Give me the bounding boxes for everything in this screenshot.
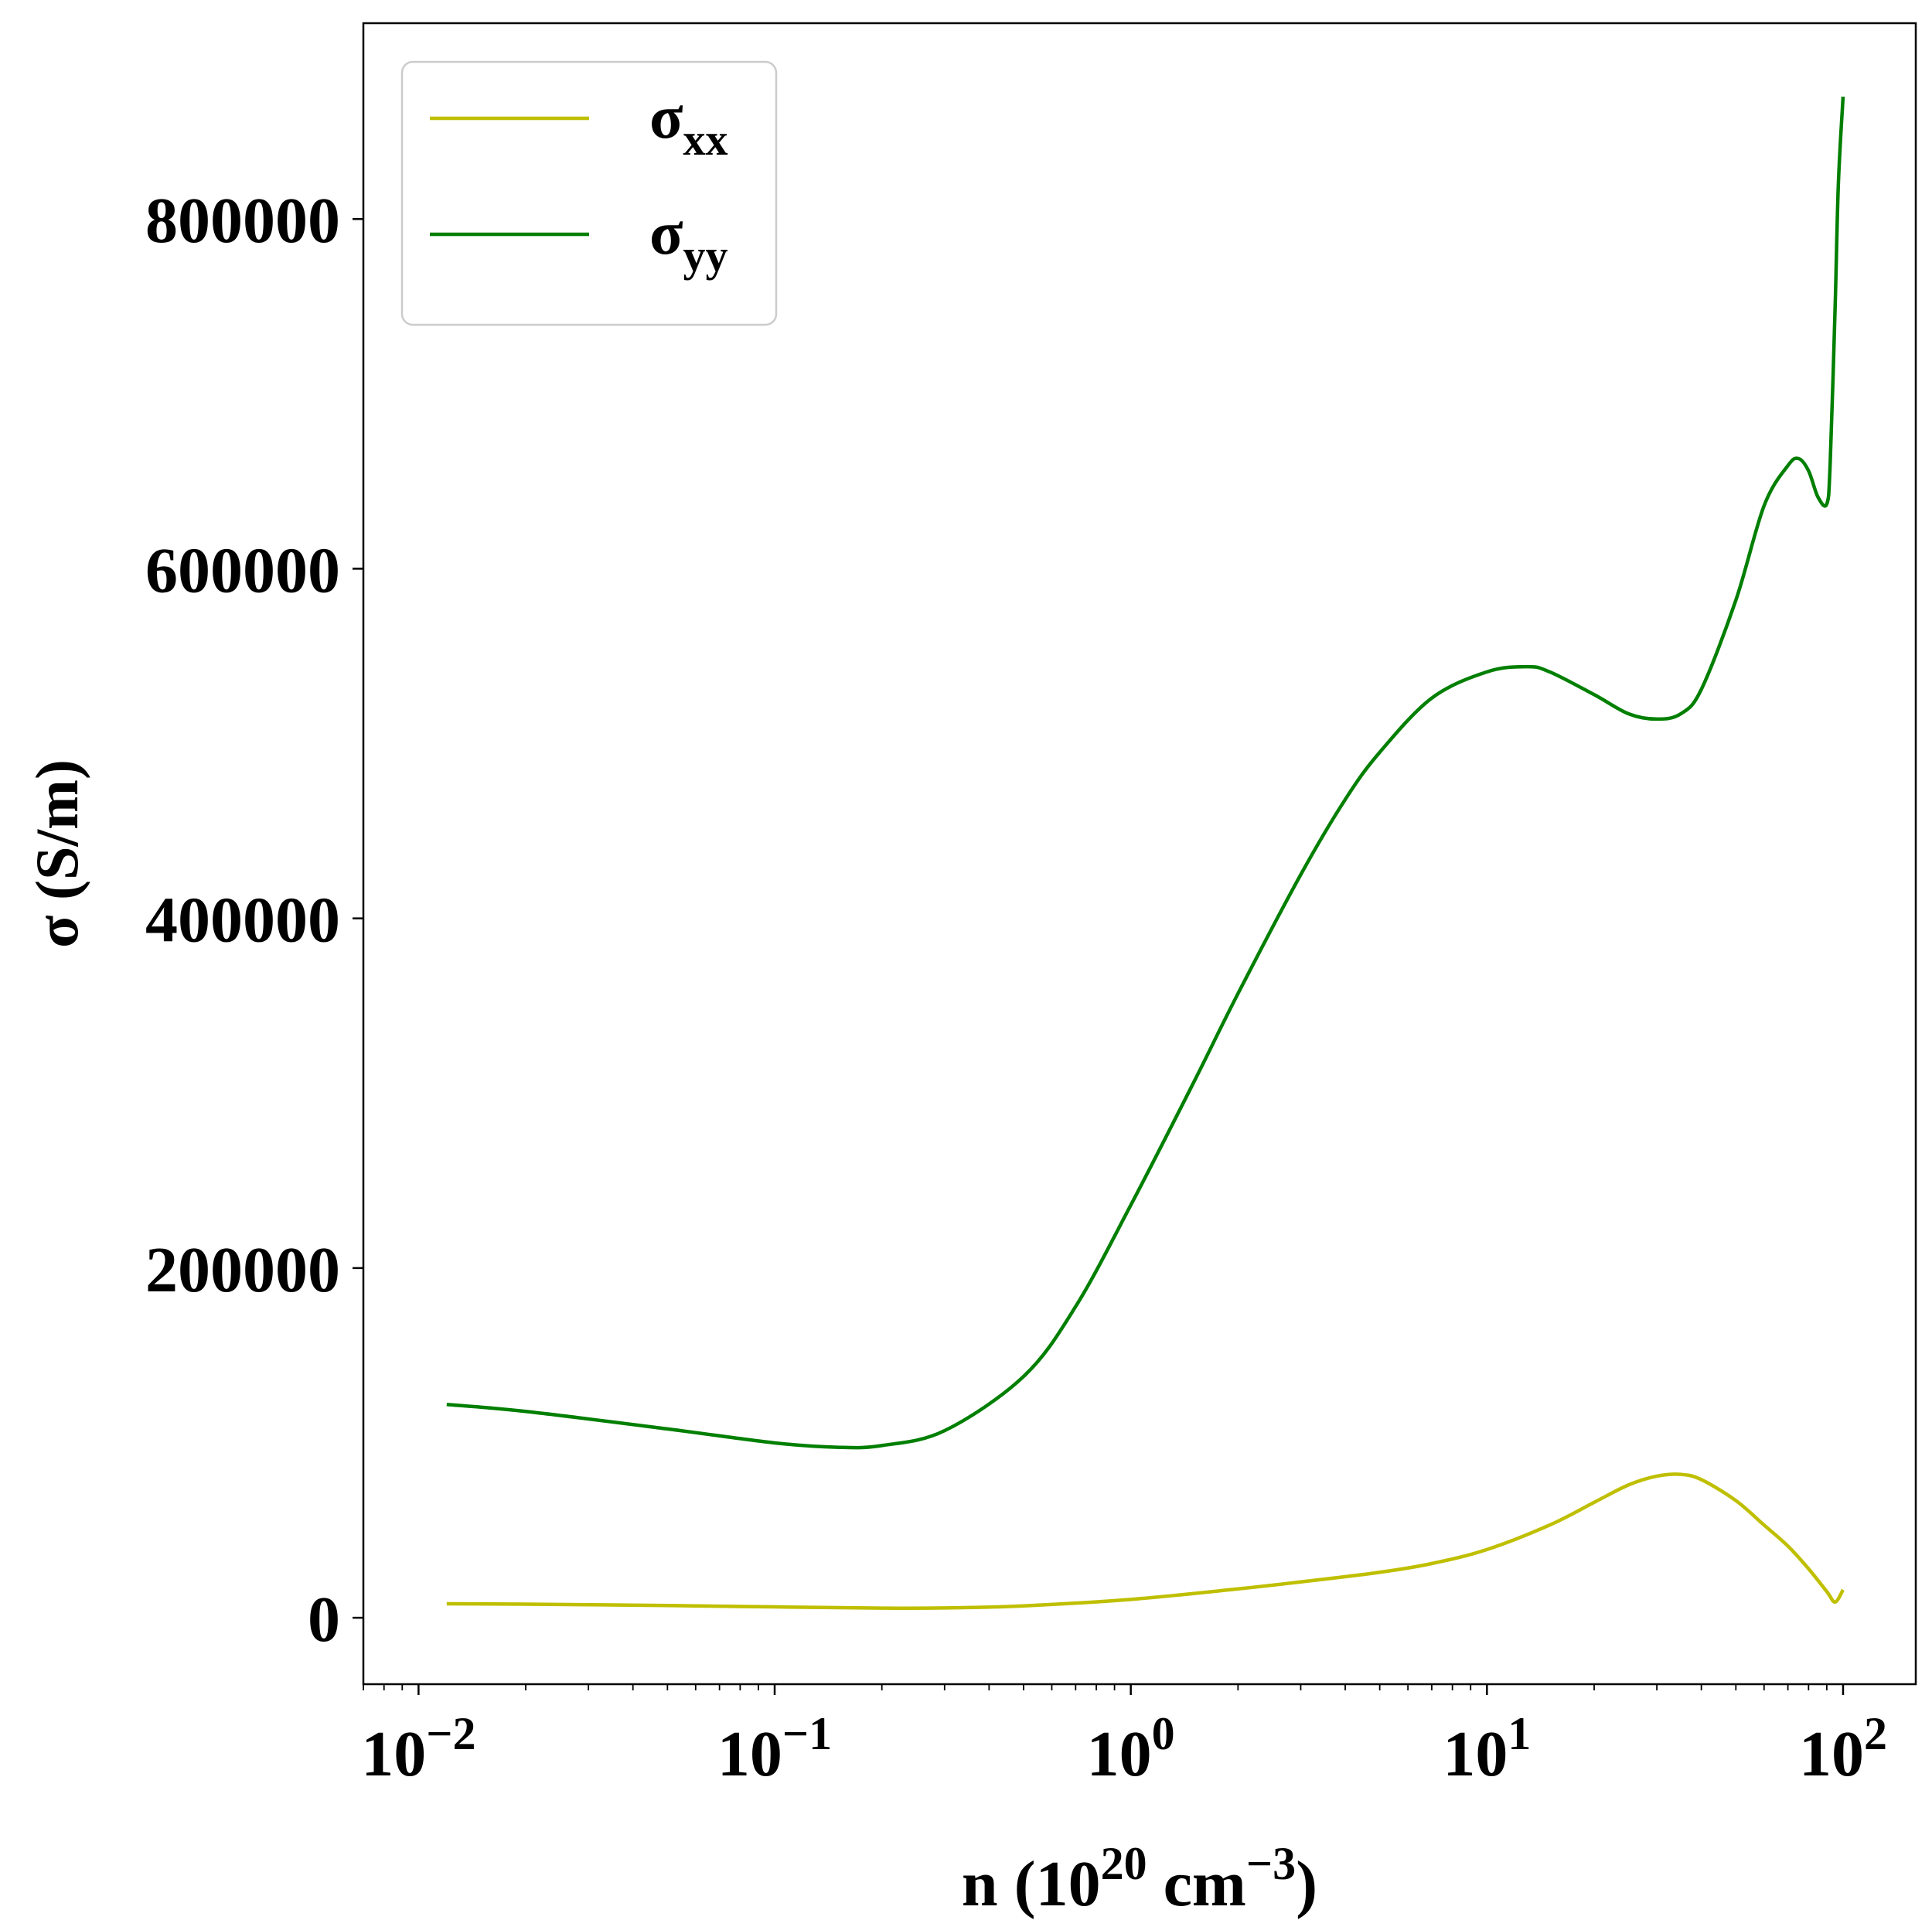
x-tick-label-base: 10 xyxy=(1443,1718,1508,1790)
x-axis-label-end: ) xyxy=(1296,1848,1317,1920)
x-axis-label-exp2: −3 xyxy=(1246,1838,1296,1889)
legend-label-xx: σxx xyxy=(649,84,728,165)
x-tick-label-exponent: −2 xyxy=(426,1708,475,1759)
x-axis-label-mid: cm xyxy=(1147,1848,1246,1920)
y-tick-label: 600000 xyxy=(145,534,340,606)
series-lines xyxy=(446,96,1845,1611)
legend-label-base: σ xyxy=(649,200,683,268)
x-tick-label: 10−1 xyxy=(717,1708,832,1790)
x-tick-label: 102 xyxy=(1799,1708,1887,1790)
y-axis-label: σ (S/m) xyxy=(23,759,90,948)
legend-label-yy: σyy xyxy=(649,200,728,281)
legend-box xyxy=(400,60,778,326)
legend-label-base: σ xyxy=(649,84,683,152)
y-tick-label: 800000 xyxy=(145,185,340,257)
x-axis-label-base: n (10 xyxy=(962,1848,1101,1920)
x-axis-label-exp1: 20 xyxy=(1101,1838,1147,1889)
x-tick-label-base: 10 xyxy=(717,1718,782,1790)
x-tick-label: 100 xyxy=(1087,1708,1175,1790)
x-tick-label-base: 10 xyxy=(361,1718,426,1790)
y-axis-ticks: 0 200000 400000 600000 800000 xyxy=(145,185,363,1656)
x-tick-label: 101 xyxy=(1443,1708,1531,1790)
legend-label-subscript: xx xyxy=(683,114,728,165)
x-axis-ticks: 10−2 10−1 100 101 102 xyxy=(361,1684,1887,1790)
legend-label-subscript: yy xyxy=(683,230,728,281)
x-tick-label-exponent: −1 xyxy=(782,1708,832,1759)
x-tick-label-base: 10 xyxy=(1799,1718,1864,1790)
x-tick-label: 10−2 xyxy=(361,1708,475,1790)
y-tick-label: 0 xyxy=(308,1584,340,1656)
x-axis-label: n (1020 cm−3) xyxy=(962,1838,1317,1920)
series-line-xx xyxy=(446,1472,1845,1611)
y-tick-label: 200000 xyxy=(145,1234,340,1306)
series-line-yy xyxy=(446,96,1845,1450)
x-tick-label-exponent: 2 xyxy=(1864,1708,1887,1759)
y-tick-label: 400000 xyxy=(145,885,340,957)
x-tick-label-exponent: 0 xyxy=(1152,1708,1175,1759)
x-tick-label-base: 10 xyxy=(1087,1718,1152,1790)
x-tick-label-exponent: 1 xyxy=(1508,1708,1531,1759)
